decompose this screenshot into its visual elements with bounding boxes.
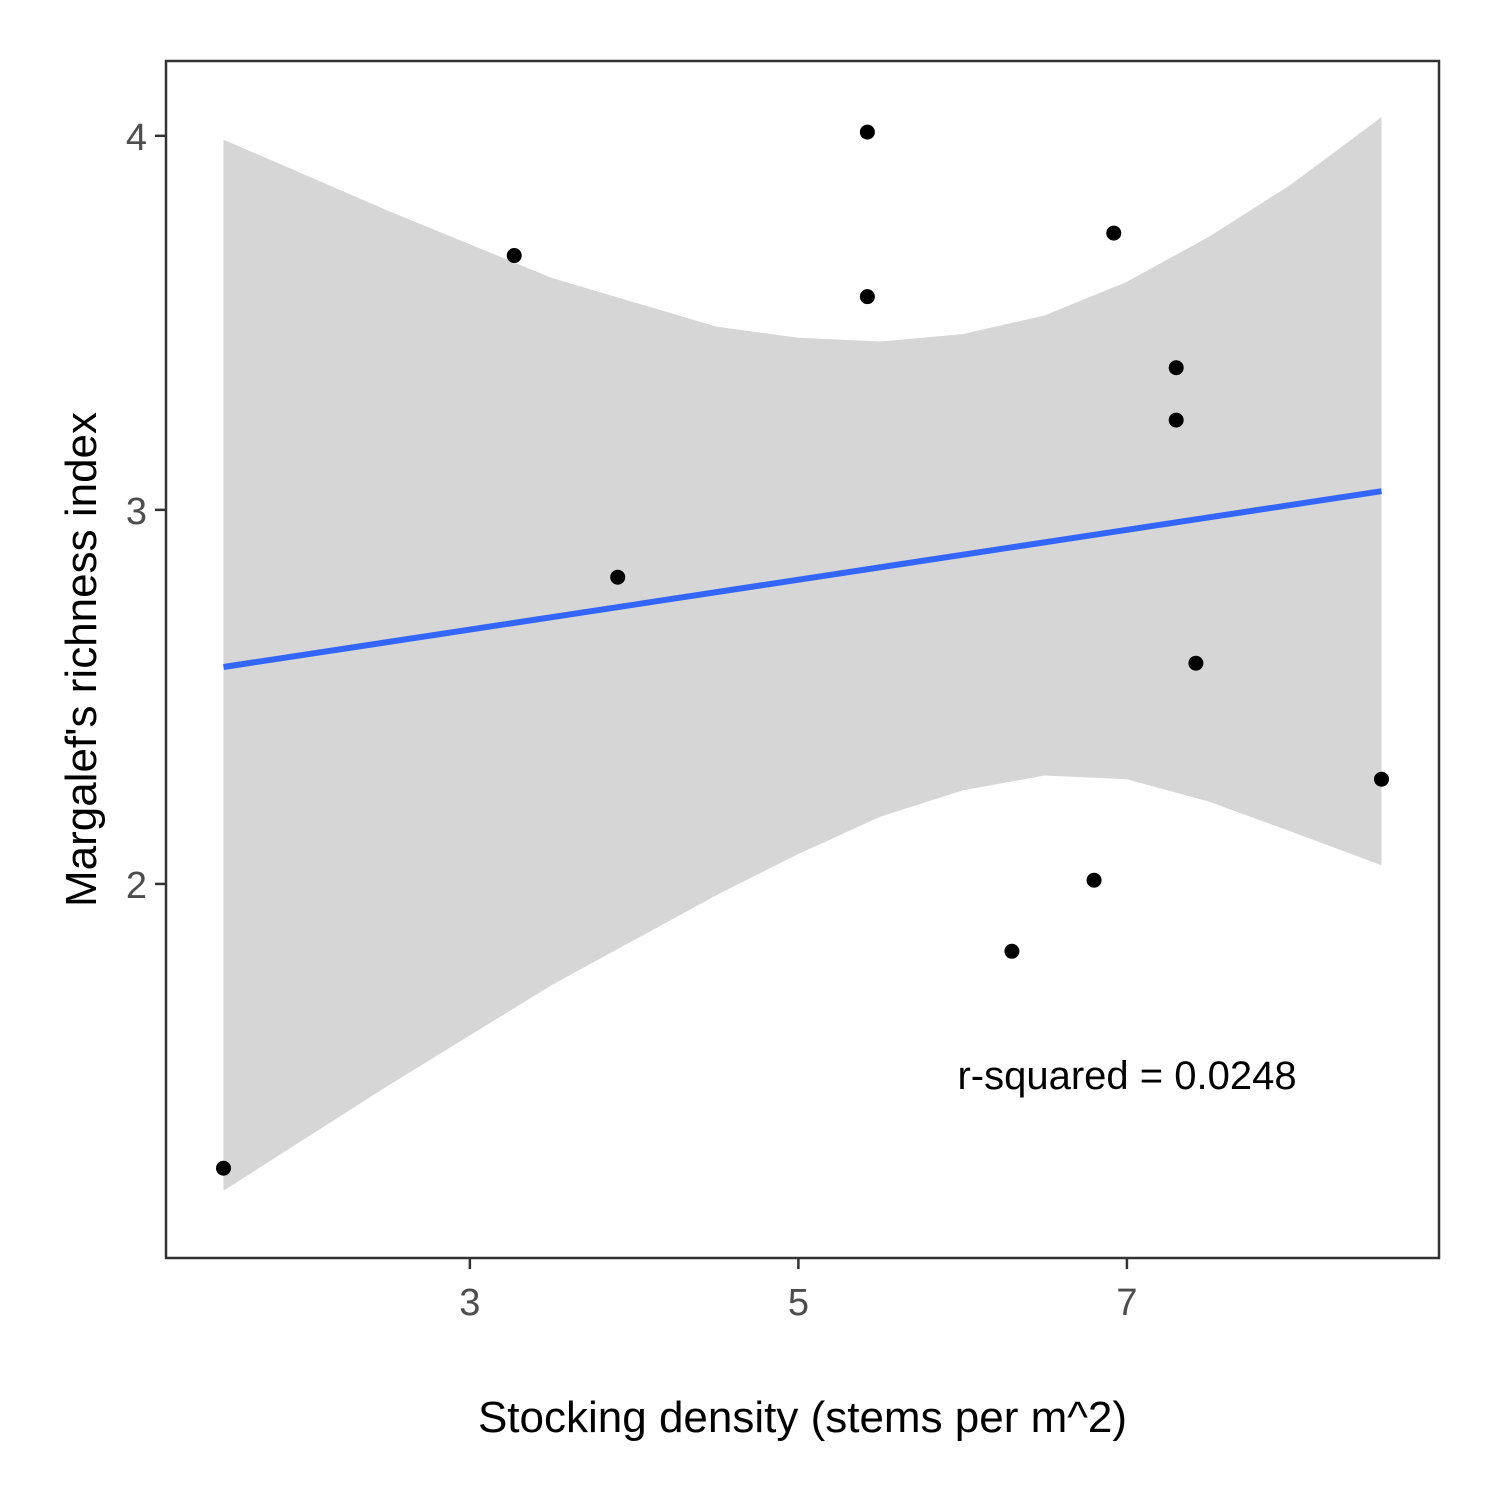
y-tick-label: 3 [126,491,147,533]
confidence-band-layer [223,117,1382,1191]
data-point [1086,872,1102,888]
data-point [1188,655,1204,671]
data-point [1168,412,1184,428]
x-tick-label: 5 [788,1282,809,1324]
data-point [1106,225,1122,241]
data-point [610,569,626,585]
plot-panel-border [164,59,1441,1260]
r-squared-annotation: r-squared = 0.0248 [957,1054,1296,1098]
y-tick-label: 4 [126,117,147,159]
data-point [215,1160,231,1176]
data-point [1168,360,1184,376]
data-point [1374,771,1390,787]
fit-line-layer [223,488,1382,670]
data-point [1004,943,1020,959]
data-point [859,124,875,140]
x-tick-label: 3 [459,1282,480,1324]
x-axis: 3 5 7 [459,1258,1137,1324]
y-axis: 2 3 4 [126,117,166,907]
confidence-band [223,117,1382,1191]
y-axis-title: Margalef's richness index [57,412,106,907]
x-axis-title: Stocking density (stems per m^2) [478,1393,1127,1442]
y-tick-label: 2 [126,865,147,907]
data-point [506,248,522,264]
x-tick-label: 7 [1116,1282,1137,1324]
data-points-layer [215,124,1390,1176]
data-point [859,289,875,305]
regression-line [223,488,1382,670]
